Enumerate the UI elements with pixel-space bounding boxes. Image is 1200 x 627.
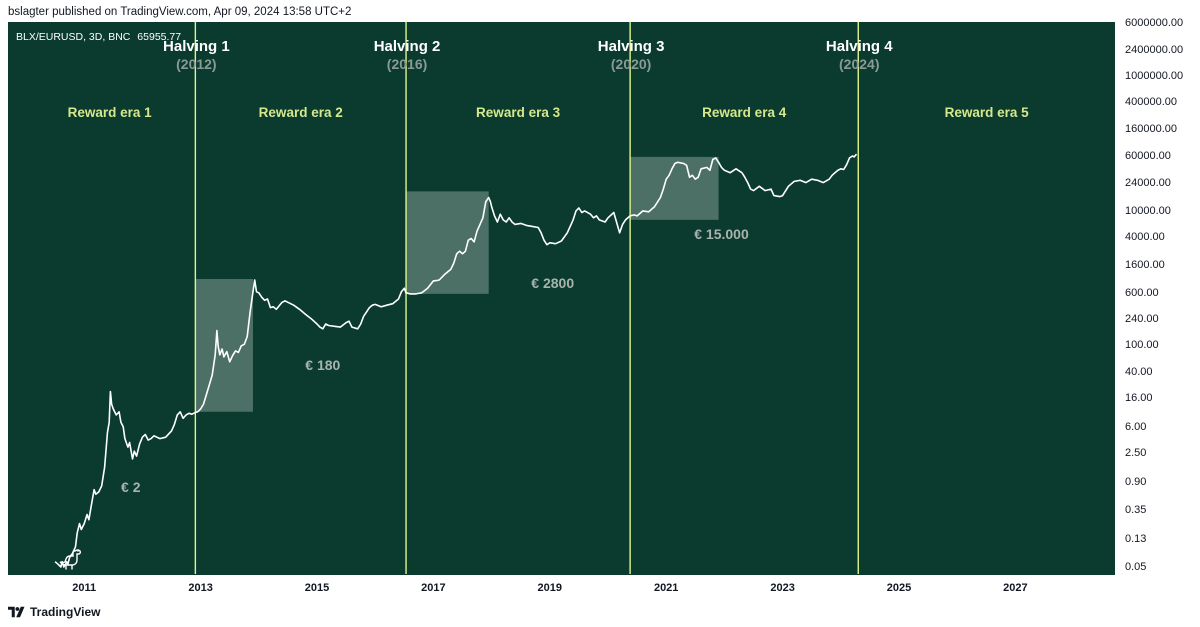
price-series	[54, 153, 858, 568]
y-tick-label: 1600.00	[1125, 259, 1165, 271]
tradingview-footer[interactable]: TradingView	[8, 603, 100, 621]
x-tick-label: 2025	[886, 582, 912, 594]
y-tick-label: 6000000.00	[1125, 17, 1184, 29]
y-tick-label: 40.00	[1125, 366, 1153, 378]
y-tick-label: 100.00	[1125, 339, 1159, 351]
halving-title-1: Halving 1	[163, 38, 230, 55]
y-tick-label: 240.00	[1125, 313, 1159, 325]
dinosaur-icon	[59, 549, 82, 570]
x-tick-label: 2017	[421, 582, 446, 594]
x-tick-label: 2011	[72, 582, 97, 594]
x-tick-label: 2015	[304, 582, 330, 594]
reward-era-label-3: Reward era 3	[476, 105, 561, 120]
tradingview-logo-icon	[8, 606, 25, 618]
halving-lines	[194, 22, 859, 574]
y-tick-label: 0.35	[1125, 504, 1147, 516]
reward-era-label-1: Reward era 1	[67, 105, 152, 120]
halving-title-2: Halving 2	[373, 38, 441, 55]
y-tick-label: 24000.00	[1125, 177, 1171, 189]
symbol-legend: BLX/EURUSD, 3D, BNC 65955.77	[16, 31, 181, 43]
halving-year-4: (2024)	[839, 56, 880, 72]
halving-year-2: (2016)	[386, 56, 428, 72]
price-annotation-2: € 180	[305, 356, 341, 373]
y-tick-label: 400000.00	[1125, 96, 1177, 108]
y-tick-label: 0.90	[1125, 476, 1147, 488]
halving-title-3: Halving 3	[597, 38, 665, 55]
price-annotation-3: € 2800	[531, 275, 575, 292]
halving-highlight-box-1	[195, 278, 253, 412]
y-tick-label: 160000.00	[1125, 123, 1177, 135]
price-axis[interactable]: 6000000.00 2400000.00 1000000.00 400000.00 1…	[1115, 17, 1200, 574]
x-tick-label: 2021	[653, 582, 679, 594]
y-tick-label: 4000.00	[1125, 231, 1165, 243]
halving-year-1: (2012)	[176, 56, 217, 72]
y-tick-label: 1000000.00	[1125, 70, 1184, 82]
y-tick-label: 2400000.00	[1125, 44, 1184, 56]
symbol-name: BLX/EURUSD, 3D, BNC	[16, 31, 131, 43]
time-axis[interactable]: 2011 2013 2015 2017 2019 2021 2023 2025 2027	[8, 574, 1115, 603]
y-tick-label: 2.50	[1125, 447, 1147, 459]
x-tick-label: 2019	[537, 582, 563, 594]
price-annotation-1: € 2	[121, 479, 141, 496]
y-tick-label: 10000.00	[1125, 205, 1171, 217]
y-tick-label: 6.00	[1125, 421, 1147, 433]
price-line	[54, 153, 858, 568]
reward-era-label-5: Reward era 5	[944, 105, 1029, 120]
halving-highlight-box-2	[406, 191, 489, 294]
y-tick-label: 60000.00	[1125, 150, 1171, 162]
footer-brand: TradingView	[30, 605, 101, 619]
x-tick-label: 2027	[1003, 582, 1028, 594]
reward-era-label-2: Reward era 2	[258, 105, 343, 120]
y-tick-label: 0.13	[1125, 533, 1147, 545]
halving-title-4: Halving 4	[825, 38, 893, 55]
halving-year-3: (2020)	[610, 56, 652, 72]
highlight-boxes	[195, 156, 719, 412]
y-tick-label: 0.05	[1125, 561, 1147, 573]
y-tick-label: 16.00	[1125, 392, 1153, 404]
chart-svg	[54, 22, 859, 574]
last-price: 65955.77	[137, 31, 182, 43]
reward-era-label-4: Reward era 4	[702, 105, 787, 120]
published-by-header: bslagter published on TradingView.com, A…	[8, 6, 352, 18]
x-tick-label: 2023	[770, 582, 795, 594]
y-tick-label: 600.00	[1125, 287, 1159, 299]
chart-plot-area[interactable]: BLX/EURUSD, 3D, BNC 65955.77 Halving 1 (2…	[8, 22, 1115, 574]
price-annotation-4: € 15.000	[694, 226, 749, 243]
x-tick-label: 2013	[188, 582, 213, 594]
